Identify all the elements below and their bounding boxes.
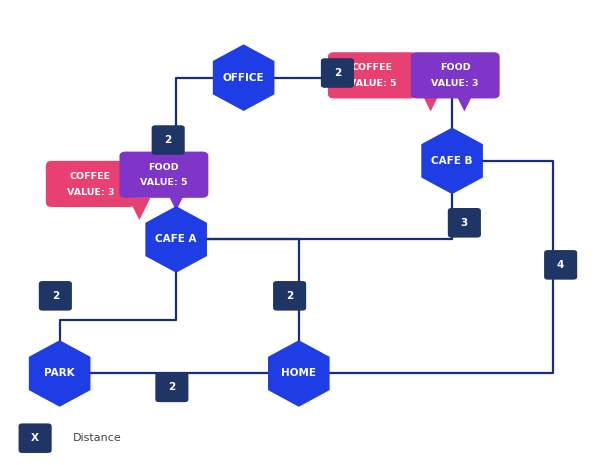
FancyBboxPatch shape bbox=[46, 161, 135, 207]
Text: 2: 2 bbox=[164, 135, 172, 145]
Text: 2: 2 bbox=[52, 291, 59, 301]
Polygon shape bbox=[213, 44, 274, 111]
Text: Distance: Distance bbox=[73, 433, 122, 443]
FancyBboxPatch shape bbox=[328, 52, 417, 99]
Text: 3: 3 bbox=[461, 218, 468, 228]
Text: OFFICE: OFFICE bbox=[223, 73, 264, 83]
FancyBboxPatch shape bbox=[321, 58, 354, 88]
Text: CAFE A: CAFE A bbox=[155, 234, 197, 245]
Text: VALUE: 3: VALUE: 3 bbox=[431, 79, 479, 88]
Text: CAFE B: CAFE B bbox=[431, 156, 473, 166]
Polygon shape bbox=[453, 89, 476, 112]
FancyBboxPatch shape bbox=[411, 52, 500, 99]
Text: PARK: PARK bbox=[44, 368, 75, 379]
Text: COFFEE: COFFEE bbox=[70, 172, 111, 181]
Text: 2: 2 bbox=[334, 68, 341, 78]
FancyBboxPatch shape bbox=[152, 125, 185, 155]
FancyBboxPatch shape bbox=[39, 281, 72, 311]
Text: VALUE: 5: VALUE: 5 bbox=[349, 79, 396, 88]
Polygon shape bbox=[419, 89, 442, 112]
Polygon shape bbox=[165, 189, 187, 211]
Polygon shape bbox=[29, 340, 91, 407]
Text: 4: 4 bbox=[557, 260, 564, 270]
Polygon shape bbox=[128, 198, 150, 220]
Text: FOOD: FOOD bbox=[440, 63, 471, 73]
Text: FOOD: FOOD bbox=[148, 163, 179, 172]
Text: VALUE: 3: VALUE: 3 bbox=[67, 187, 114, 197]
Text: COFFEE: COFFEE bbox=[352, 63, 393, 73]
Text: VALUE: 5: VALUE: 5 bbox=[140, 179, 188, 187]
Text: 2: 2 bbox=[286, 291, 293, 301]
Text: HOME: HOME bbox=[282, 368, 316, 379]
Text: 2: 2 bbox=[168, 382, 176, 392]
FancyBboxPatch shape bbox=[273, 281, 306, 311]
FancyBboxPatch shape bbox=[155, 372, 188, 402]
FancyBboxPatch shape bbox=[120, 152, 208, 198]
Polygon shape bbox=[145, 206, 207, 272]
Text: X: X bbox=[31, 433, 39, 443]
Polygon shape bbox=[421, 127, 483, 194]
FancyBboxPatch shape bbox=[18, 424, 52, 453]
Polygon shape bbox=[268, 340, 330, 407]
FancyBboxPatch shape bbox=[544, 250, 577, 279]
FancyBboxPatch shape bbox=[448, 208, 481, 238]
